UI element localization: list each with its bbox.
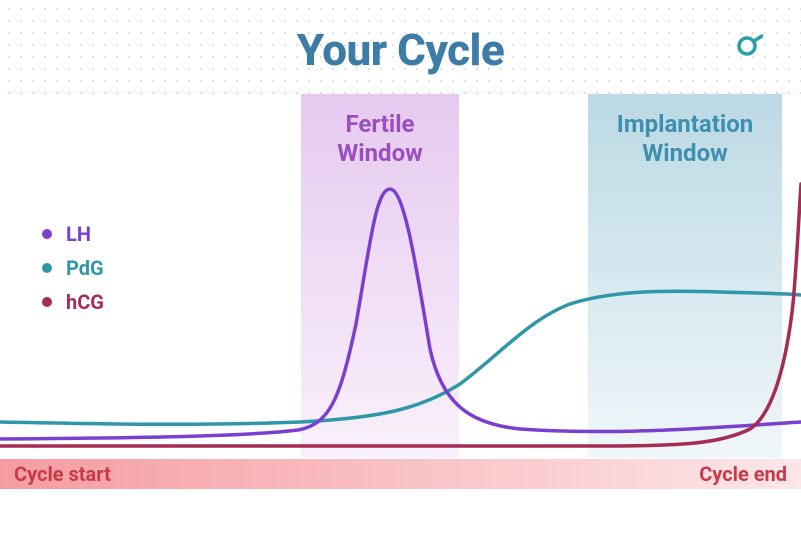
legend: LH PdG hCG [42,222,104,324]
pdg-curve [0,291,801,424]
axis-end-label: Cycle end [699,462,787,486]
legend-dot-pdg [42,263,52,273]
legend-label-hcg: hCG [66,290,104,314]
hcg-curve [0,184,801,446]
legend-item-hcg: hCG [42,290,104,314]
page-title: Your Cycle [0,24,801,76]
hormone-curves [0,94,801,459]
legend-label-lh: LH [66,222,91,246]
legend-item-pdg: PdG [42,256,104,280]
legend-dot-lh [42,229,52,239]
chart-card: Fertile Window Implantation Window LH Pd… [0,94,801,533]
legend-dot-hcg [42,297,52,307]
lh-curve [0,189,801,439]
cycle-axis-bar: Cycle start Cycle end [0,459,801,489]
axis-start-label: Cycle start [14,462,111,486]
brand-logo-icon [735,32,763,60]
legend-item-lh: LH [42,222,104,246]
logo-tail [754,36,762,41]
legend-label-pdg: PdG [66,256,104,280]
